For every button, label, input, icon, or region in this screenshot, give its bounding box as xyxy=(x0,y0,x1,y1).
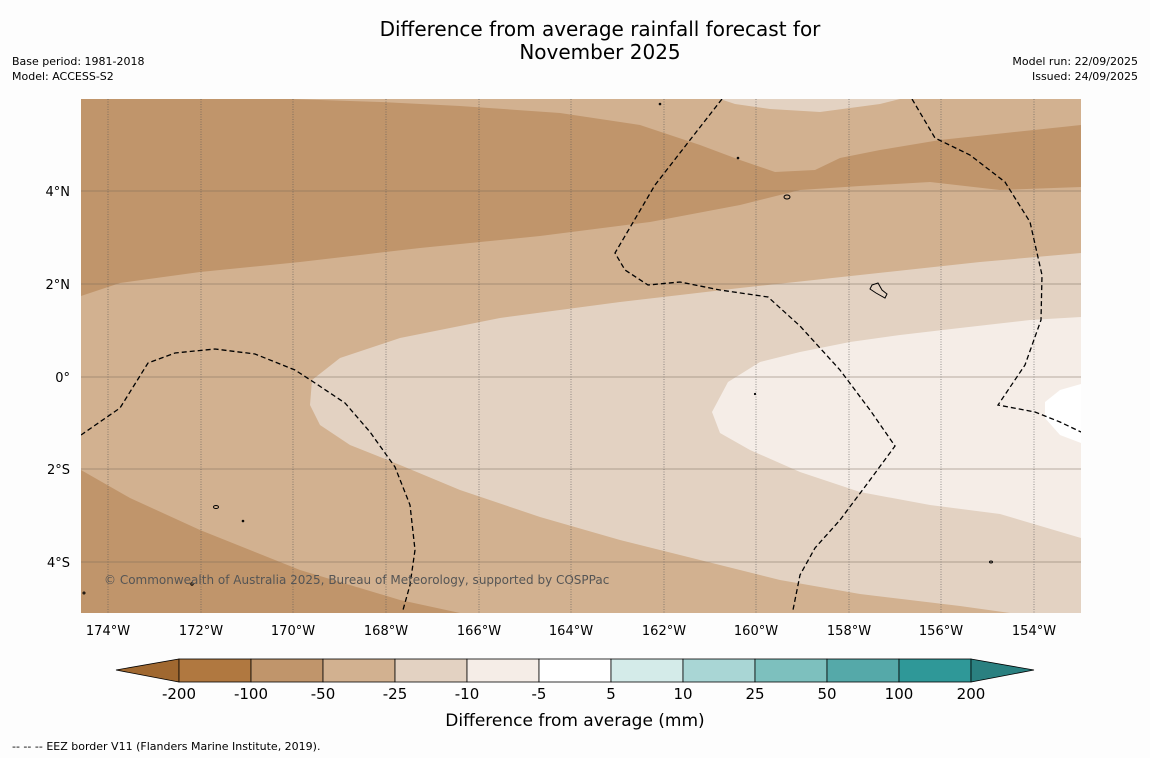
lon-label-168w: 168°W xyxy=(364,624,408,639)
latitude-lines xyxy=(81,190,1081,563)
colorbar-tick-labels: -200 -100 -50 -25 -10 -5 5 10 25 50 100 … xyxy=(162,685,985,703)
colorbar-tick: 200 xyxy=(957,685,986,703)
copyright-notice: © Commonwealth of Australia 2025, Bureau… xyxy=(104,573,609,587)
colorbar-tick: -50 xyxy=(311,685,336,703)
lon-label-158w: 158°W xyxy=(827,624,871,639)
eez-legend-text: EEZ border V11 (Flanders Marine Institut… xyxy=(46,740,321,753)
model-name: Model: ACCESS-S2 xyxy=(12,70,114,83)
colorbar-tick: -100 xyxy=(234,685,268,703)
eez-borders xyxy=(81,99,1081,611)
colorbar-extend-high xyxy=(970,658,1035,683)
colorbar-segment-11 xyxy=(898,658,972,683)
band-north-lighter-lobe xyxy=(720,99,900,112)
colorbar-segment-7 xyxy=(610,658,684,683)
colorbar-tick: -200 xyxy=(162,685,196,703)
colorbar-segment-4 xyxy=(394,658,468,683)
lat-label-2s: 2°S xyxy=(47,463,70,478)
title-line-2: November 2025 xyxy=(519,40,681,64)
lat-label-2n: 2°N xyxy=(46,278,71,293)
lon-label-160w: 160°W xyxy=(734,624,778,639)
lon-label-162w: 162°W xyxy=(642,624,686,639)
model-run: Model run: 22/09/2025 xyxy=(1012,55,1138,68)
colorbar-segment-5 xyxy=(466,658,540,683)
lat-label-4s: 4°S xyxy=(47,556,70,571)
colorbar-title: Difference from average (mm) xyxy=(445,711,704,731)
colorbar-segment-10 xyxy=(826,658,900,683)
issued-date: Issued: 24/09/2025 xyxy=(1031,70,1138,83)
band-minus-10-to-minus-5 xyxy=(712,317,1081,538)
lon-label-154w: 154°W xyxy=(1012,624,1056,639)
colorbar-segment-3 xyxy=(322,658,396,683)
colorbar-segments xyxy=(178,658,972,683)
colorbar-segment-2 xyxy=(250,658,324,683)
colorbar-tick: -10 xyxy=(455,685,480,703)
colorbar-tick: 50 xyxy=(817,685,836,703)
colorbar-segment-6 xyxy=(538,658,612,683)
base-period: Base period: 1981-2018 xyxy=(12,55,145,68)
colorbar-segment-8 xyxy=(682,658,756,683)
meta-right: Model run: 22/09/2025 Issued: 24/09/2025 xyxy=(1012,54,1138,84)
colorbar-tick: 5 xyxy=(606,685,616,703)
title-line-1: Difference from average rainfall forecas… xyxy=(379,17,821,41)
lon-label-174w: 174°W xyxy=(86,624,130,639)
lat-label-4n: 4°N xyxy=(46,185,71,200)
lon-label-170w: 170°W xyxy=(271,624,315,639)
meta-left: Base period: 1981-2018 Model: ACCESS-S2 xyxy=(12,54,144,84)
colorbar: -200 -100 -50 -25 -10 -5 5 10 25 50 100 … xyxy=(115,658,1035,731)
lon-label-156w: 156°W xyxy=(919,624,963,639)
colorbar-tick: -5 xyxy=(532,685,547,703)
lon-label-164w: 164°W xyxy=(549,624,593,639)
colorbar-tick: 100 xyxy=(885,685,914,703)
colorbar-tick: 25 xyxy=(745,685,764,703)
lat-label-0: 0° xyxy=(55,371,70,386)
colorbar-segment-1 xyxy=(178,658,252,683)
lon-label-172w: 172°W xyxy=(179,624,223,639)
chart-title: Difference from average rainfall forecas… xyxy=(290,18,910,64)
map-footer-legend: -- -- -- EEZ border V11 (Flanders Marine… xyxy=(12,740,320,753)
band-north-light-lobe xyxy=(290,99,1081,172)
longitude-lines xyxy=(107,99,1035,613)
eez-legend-symbol: -- -- -- xyxy=(12,740,43,753)
map-area: © Commonwealth of Australia 2025, Bureau… xyxy=(81,99,1081,613)
lon-label-166w: 166°W xyxy=(457,624,501,639)
longitude-labels: 174°W 172°W 170°W 168°W 166°W 164°W 162°… xyxy=(86,624,1056,639)
latitude-labels: 4°N 2°N 0° 2°S 4°S xyxy=(46,185,71,571)
colorbar-tick: 10 xyxy=(673,685,692,703)
colorbar-segment-9 xyxy=(754,658,828,683)
islands xyxy=(82,102,993,595)
colorbar-extend-low xyxy=(115,658,180,683)
colorbar-tick: -25 xyxy=(383,685,408,703)
